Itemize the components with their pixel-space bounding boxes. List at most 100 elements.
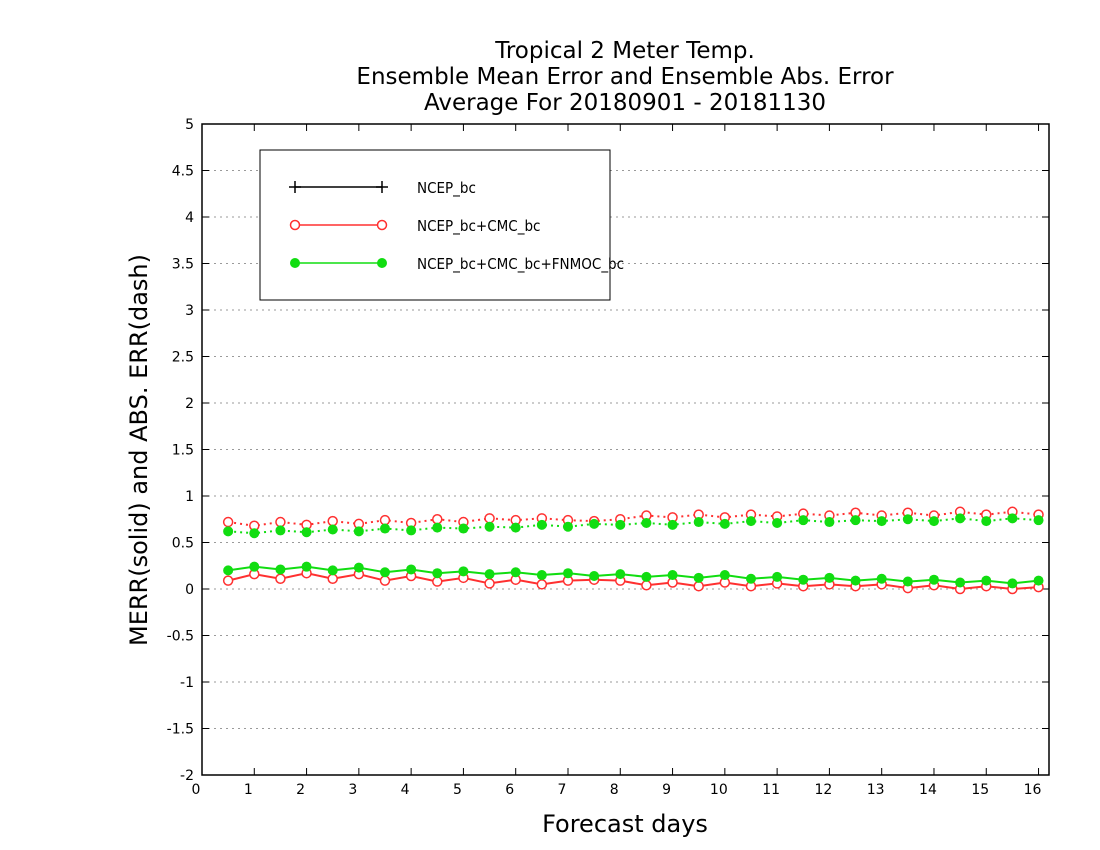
series-3-abs-err-point-30 xyxy=(981,516,992,527)
x-axis-label: Forecast days xyxy=(542,810,708,838)
series-3 xyxy=(223,513,1044,589)
legend-item-3: NCEP_bc+CMC_bc+FNMOC_bc xyxy=(290,255,624,274)
series-3-merr-point-11 xyxy=(484,569,495,580)
series-2-abs-err-point-9 xyxy=(432,514,443,525)
y-axis-label: MERR(solid) and ABS. ERR(dash) xyxy=(125,254,153,646)
y-tick-label-11: 3.5 xyxy=(172,257,194,273)
legend-marker-2a xyxy=(289,219,301,231)
y-tick-label-6: 1 xyxy=(185,489,194,505)
series-2-merr-point-11 xyxy=(484,578,495,589)
series-3-abs-err-point-8 xyxy=(406,525,417,536)
y-tick-label-7: 1.5 xyxy=(172,443,194,459)
series-3-merr-point-9 xyxy=(432,568,443,579)
series-3-merr-point-17 xyxy=(641,571,652,582)
y-tick-label-0: -2 xyxy=(180,768,194,784)
series-3-merr-point-1 xyxy=(223,565,234,576)
x-tick-label-14: 14 xyxy=(919,782,937,798)
legend-marker-3b xyxy=(377,258,387,268)
series-3-abs-err-point-22 xyxy=(772,517,783,528)
series-3-merr-point-29 xyxy=(955,577,966,588)
series-3-merr-point-22 xyxy=(772,571,783,582)
series-3-merr-point-16 xyxy=(615,569,626,580)
series-3-abs-err-point-2 xyxy=(249,528,260,539)
x-tick-label-0: 0 xyxy=(192,782,201,798)
legend-marker-2b xyxy=(376,219,388,231)
x-tick-label-6: 6 xyxy=(505,782,514,798)
x-tick-label-11: 11 xyxy=(762,782,780,798)
legend-marker-1b xyxy=(376,181,388,193)
x-tick-label-13: 13 xyxy=(867,782,885,798)
series-3-merr-point-5 xyxy=(327,565,338,576)
series-3-abs-err-point-14 xyxy=(562,521,573,532)
series-3-abs-err-point-32 xyxy=(1033,515,1044,526)
legend-label-1: NCEP_bc xyxy=(417,179,476,198)
series-2-merr-point-9 xyxy=(432,576,443,587)
y-tick-label-2: -1 xyxy=(180,675,194,691)
series-2-abs-err-point-11 xyxy=(484,513,495,524)
series-3-abs-err-point-29 xyxy=(955,513,966,524)
series-3-abs-err-point-3 xyxy=(275,525,286,536)
series-3-abs-err-point-16 xyxy=(615,519,626,530)
title-line-1: Tropical 2 Meter Temp. xyxy=(494,38,755,64)
series-3-abs-err-point-5 xyxy=(327,524,338,535)
title-line-3: Average For 20180901 - 20181130 xyxy=(424,90,826,116)
series-3-abs-err-point-28 xyxy=(928,516,939,527)
series-3-abs-err-point-26 xyxy=(876,516,887,527)
series-3-abs-err-point-4 xyxy=(301,527,312,538)
x-tick-label-4: 4 xyxy=(401,782,410,798)
series-3-abs-err-point-7 xyxy=(379,523,390,534)
title-line-2: Ensemble Mean Error and Ensemble Abs. Er… xyxy=(356,64,894,90)
series-3-merr-point-15 xyxy=(589,570,600,581)
y-tick-label-13: 4.5 xyxy=(172,164,194,180)
series-3-abs-err-point-25 xyxy=(850,515,861,526)
x-tick-label-15: 15 xyxy=(971,782,989,798)
x-tick-label-1: 1 xyxy=(244,782,253,798)
x-tick-label-16: 16 xyxy=(1024,782,1042,798)
x-tick-label-10: 10 xyxy=(710,782,728,798)
series-3-merr-point-2 xyxy=(249,561,260,572)
series-3-merr-point-28 xyxy=(928,574,939,585)
series-3-abs-err-point-18 xyxy=(667,519,678,530)
series-2-abs-err-point-7 xyxy=(379,514,391,526)
chart-title: Tropical 2 Meter Temp. Ensemble Mean Err… xyxy=(356,38,894,116)
series-3-abs-err-point-17 xyxy=(641,517,652,528)
series-3-abs-err-point-11 xyxy=(484,521,495,532)
series-3-abs-err-point-1 xyxy=(223,526,234,537)
series-3-abs-err-point-6 xyxy=(353,526,364,537)
series-2-merr-point-5 xyxy=(327,573,338,585)
series-2-abs-err-point-3 xyxy=(275,516,286,528)
y-tick-label-4: 0 xyxy=(185,582,194,598)
series-3-abs-err-point-27 xyxy=(902,514,913,525)
y-tick-label-12: 4 xyxy=(185,210,194,226)
series-3-abs-err-point-10 xyxy=(458,523,469,534)
series-2-merr-point-17 xyxy=(641,580,652,591)
x-tick-label-8: 8 xyxy=(610,782,619,798)
series-3-abs-err-point-19 xyxy=(693,517,704,528)
y-tick-label-9: 2.5 xyxy=(172,350,194,366)
series-2-abs-err-point-5 xyxy=(327,515,338,527)
series-2-merr-point-7 xyxy=(379,575,391,586)
series-3-merr-point-19 xyxy=(693,572,704,583)
series-3-merr-point-7 xyxy=(379,567,390,578)
x-tick-label-12: 12 xyxy=(814,782,832,798)
y-tick-label-10: 3 xyxy=(185,303,194,319)
series-3-merr-point-26 xyxy=(876,573,887,584)
series-3-merr-point-12 xyxy=(510,567,521,578)
series-3-merr-point-14 xyxy=(562,568,573,579)
series-3-abs-err-point-24 xyxy=(824,517,835,528)
series-3-merr-point-18 xyxy=(667,570,678,581)
series-3-merr-point-30 xyxy=(981,575,992,586)
series-3-abs-err-point-21 xyxy=(745,516,756,527)
y-tick-label-5: 0.5 xyxy=(172,536,194,552)
legend-label-3: NCEP_bc+CMC_bc+FNMOC_bc xyxy=(417,255,624,274)
series-2-merr-point-19 xyxy=(693,580,704,592)
y-tick-label-8: 2 xyxy=(185,396,194,412)
series-3-abs-err-line xyxy=(228,517,1039,535)
y-tick-label-1: -1.5 xyxy=(167,722,194,738)
series-3-abs-err-point-23 xyxy=(798,515,809,526)
series-3-abs-err-point-9 xyxy=(432,522,443,533)
legend: NCEP_bc NCEP_bc+CMC_bc NCEP_bc+CMC_bc+FN… xyxy=(259,149,624,301)
y-tick-label-14: 5 xyxy=(185,117,194,133)
series-3-abs-err-point-12 xyxy=(510,522,521,533)
